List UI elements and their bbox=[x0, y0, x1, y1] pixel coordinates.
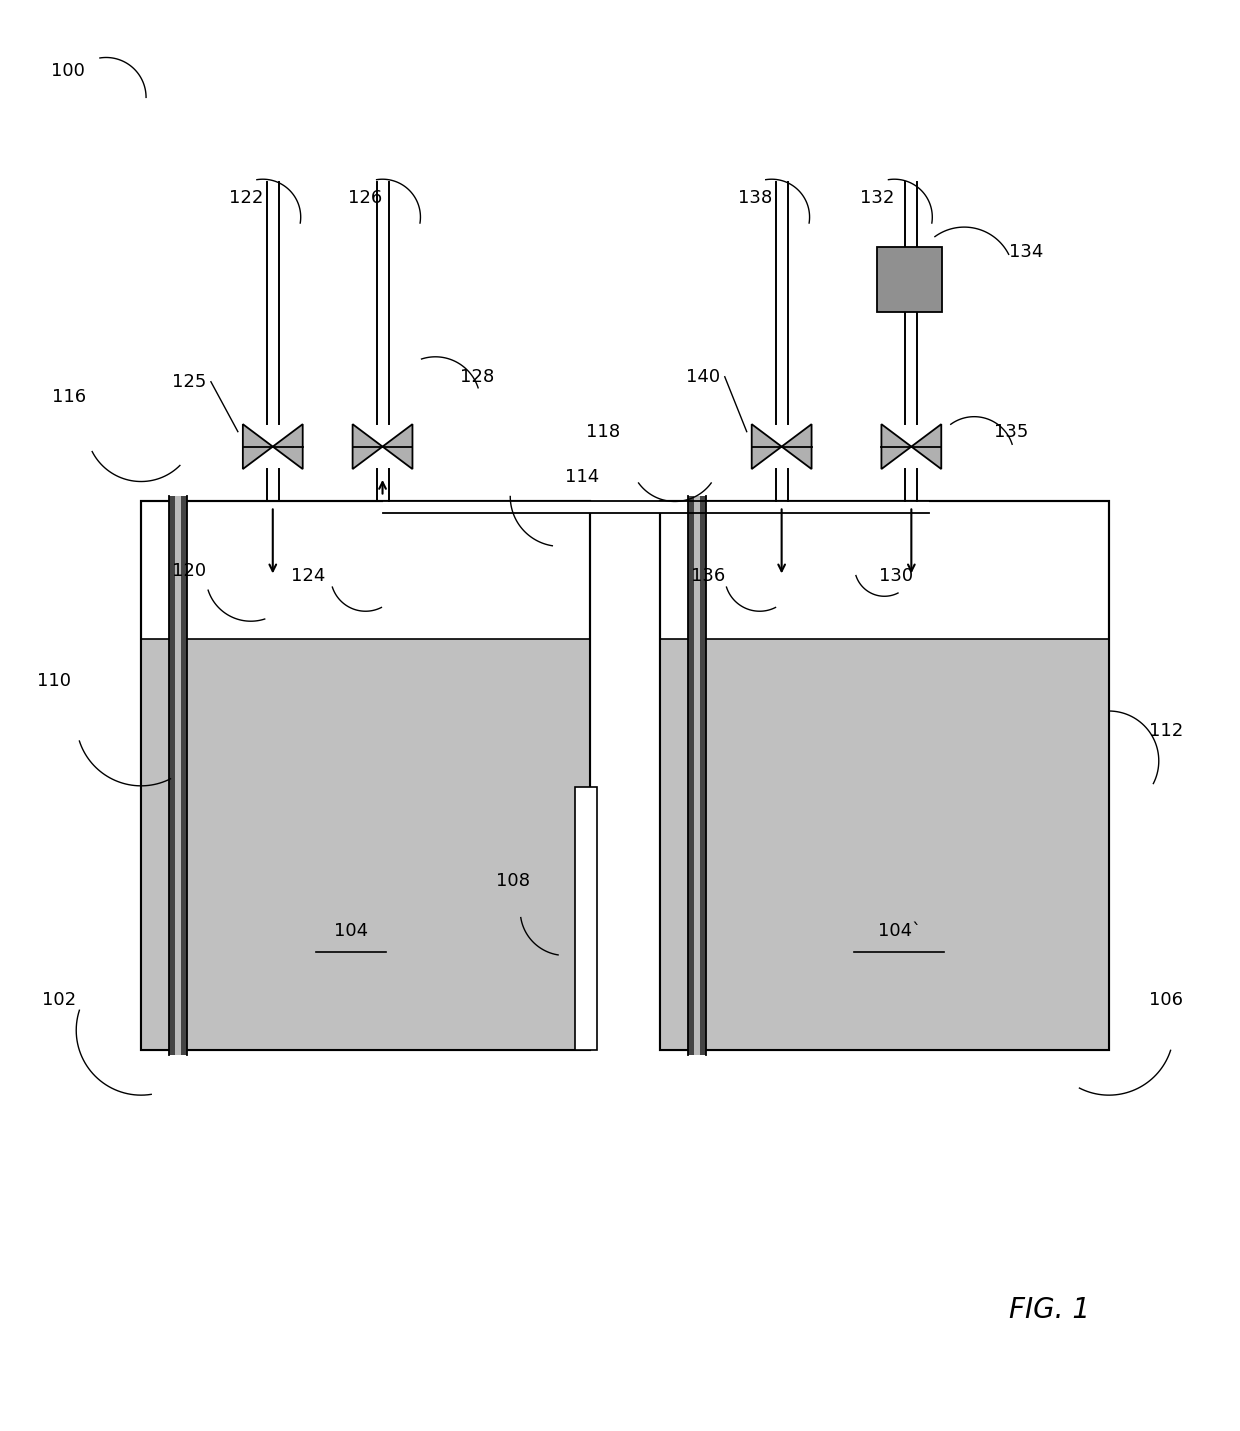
Polygon shape bbox=[382, 424, 413, 469]
Polygon shape bbox=[781, 424, 811, 469]
Text: 122: 122 bbox=[228, 189, 263, 207]
Text: 110: 110 bbox=[37, 673, 71, 690]
Text: 118: 118 bbox=[585, 422, 620, 441]
Text: 104`: 104` bbox=[878, 922, 921, 940]
Text: 134: 134 bbox=[1009, 243, 1044, 260]
Text: 130: 130 bbox=[879, 567, 914, 585]
Text: 128: 128 bbox=[460, 368, 495, 386]
Bar bbox=[660, 501, 1109, 1050]
Text: 140: 140 bbox=[686, 368, 719, 386]
Text: 108: 108 bbox=[496, 871, 531, 890]
Polygon shape bbox=[243, 424, 273, 469]
Polygon shape bbox=[911, 424, 941, 469]
Bar bbox=[382, 501, 929, 514]
Bar bbox=[141, 501, 590, 1050]
Bar bbox=[660, 638, 1109, 1050]
Text: 124: 124 bbox=[291, 567, 326, 585]
Text: 135: 135 bbox=[994, 422, 1028, 441]
Text: 125: 125 bbox=[171, 372, 206, 391]
Bar bbox=[878, 248, 942, 312]
Polygon shape bbox=[352, 424, 382, 469]
Text: 112: 112 bbox=[1148, 723, 1183, 740]
Text: 132: 132 bbox=[861, 189, 894, 207]
Bar bbox=[699, 497, 706, 1055]
Bar bbox=[575, 787, 596, 1050]
Text: FIG. 1: FIG. 1 bbox=[1008, 1295, 1090, 1324]
Text: 126: 126 bbox=[348, 189, 383, 207]
Bar bbox=[660, 501, 1109, 1050]
Text: 120: 120 bbox=[172, 562, 206, 581]
Text: 104: 104 bbox=[334, 922, 368, 940]
Polygon shape bbox=[882, 424, 911, 469]
Text: 102: 102 bbox=[42, 992, 76, 1009]
Text: 136: 136 bbox=[691, 567, 724, 585]
Text: 138: 138 bbox=[738, 189, 771, 207]
Text: 116: 116 bbox=[52, 388, 87, 406]
Bar bbox=[175, 497, 181, 1055]
Bar bbox=[688, 497, 694, 1055]
Polygon shape bbox=[751, 424, 781, 469]
Bar bbox=[694, 497, 699, 1055]
Bar bbox=[141, 501, 590, 1050]
Text: 100: 100 bbox=[51, 63, 86, 80]
Text: 106: 106 bbox=[1148, 992, 1183, 1009]
Text: 114: 114 bbox=[565, 468, 599, 485]
Bar bbox=[141, 638, 590, 1050]
Bar bbox=[181, 497, 187, 1055]
Bar bbox=[169, 497, 175, 1055]
Polygon shape bbox=[273, 424, 303, 469]
